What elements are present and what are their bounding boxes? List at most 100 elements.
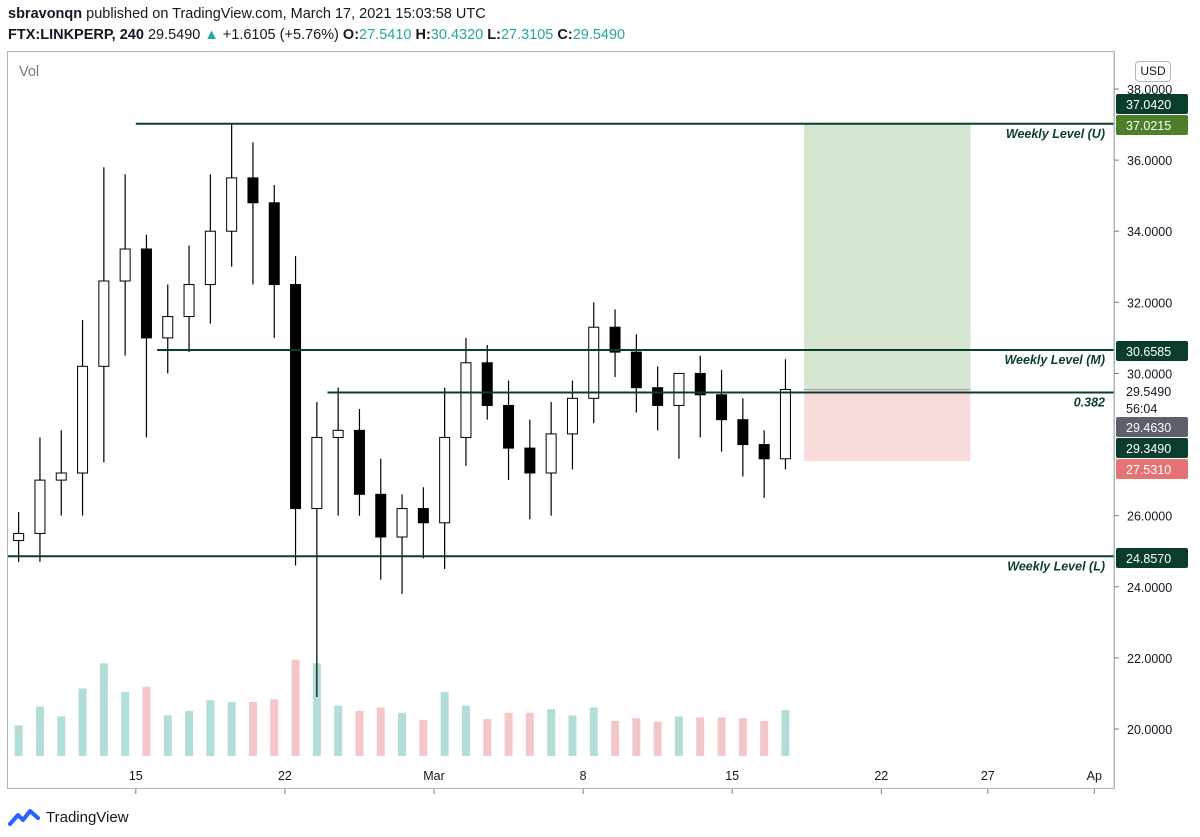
low-value: 27.3105 — [500, 27, 554, 43]
price-tick-label: 22.0000 — [1127, 652, 1172, 666]
candle-body — [460, 362, 472, 438]
volume-bar — [376, 707, 385, 756]
volume-bar — [185, 711, 194, 756]
currency-button[interactable]: USD — [1135, 61, 1171, 82]
volume-bar — [270, 699, 279, 756]
volume-bar — [78, 688, 87, 756]
author-name[interactable]: sbravonqn — [8, 6, 83, 22]
price-tag-box — [1116, 548, 1188, 568]
candle-body — [609, 326, 621, 353]
volume-bar — [632, 718, 641, 756]
candle-body — [545, 433, 557, 474]
candle-body — [353, 429, 365, 495]
level-labels: Weekly Level (U) Weekly Level (M) 0.382 Wee… — [1004, 127, 1105, 574]
candle-body — [98, 280, 110, 367]
candle-body — [13, 532, 25, 542]
take-profit-zone[interactable] — [804, 123, 971, 390]
volume-bar — [440, 692, 449, 756]
candle-body — [439, 436, 451, 524]
position-zones — [804, 123, 971, 462]
price-change: +1.6105 (+5.76%) — [222, 27, 339, 43]
symbol-name[interactable]: FTX:LINKPERP, 240 — [8, 27, 144, 43]
price-tick-label: 36.0000 — [1127, 154, 1172, 168]
price-tick-label: 24.0000 — [1127, 581, 1172, 595]
volume-bars — [14, 659, 790, 756]
volume-bar — [99, 663, 108, 756]
volume-bar — [717, 717, 726, 756]
volume-bar — [248, 702, 257, 756]
volume-bar — [355, 711, 364, 756]
price-tick-label: 20.0000 — [1127, 723, 1172, 737]
level-label-upper: Weekly Level (U) — [1006, 127, 1105, 141]
candle-body — [417, 508, 429, 524]
candle-body — [375, 493, 387, 538]
candle-body — [247, 177, 259, 204]
symbol-legend: FTX:LINKPERP, 240 29.5490 ▲ +1.6105 (+5.… — [8, 27, 625, 43]
stop-loss-zone[interactable] — [804, 389, 971, 462]
price-axis: 38.0000 36.0000 34.0000 32.0000 30.0000 26.00… — [1113, 52, 1188, 789]
level-label-fib: 0.382 — [1074, 396, 1105, 410]
time-tick-label: 22 — [278, 769, 292, 783]
candle-body — [290, 284, 302, 510]
price-tag-box — [1116, 341, 1188, 361]
volume-bar — [121, 692, 130, 756]
brand-name: TradingView — [46, 808, 129, 826]
price-tag-box — [1116, 94, 1188, 114]
candle-body — [140, 248, 152, 339]
last-price: 29.5490 — [147, 27, 201, 43]
candle-body — [758, 444, 770, 460]
volume-bar — [291, 659, 300, 756]
price-tag-label: 29.3490 — [1126, 442, 1171, 456]
volume-bar — [398, 712, 407, 756]
candle-body — [737, 419, 749, 446]
close-label: C: — [557, 27, 573, 43]
candle-body — [226, 177, 238, 232]
price-tag-box — [1116, 459, 1188, 479]
candle-body — [503, 404, 515, 449]
candle-body — [311, 436, 323, 510]
low-label: L: — [487, 27, 501, 43]
candle-body — [716, 394, 728, 421]
volume-bar — [547, 709, 556, 756]
level-label-middle: Weekly Level (M) — [1004, 353, 1105, 367]
candle-body — [34, 479, 46, 534]
open-label: O: — [342, 27, 360, 43]
price-tag-label: 37.0420 — [1126, 98, 1171, 112]
candle-body — [630, 351, 642, 389]
volume-bar — [525, 712, 534, 756]
candle-body — [779, 388, 791, 460]
volume-bar — [781, 710, 790, 756]
volume-bar — [653, 721, 662, 756]
candle-body — [481, 362, 493, 406]
candle-body — [694, 372, 706, 396]
publish-info: sbravonqn published on TradingView.com, … — [8, 6, 486, 22]
high-value: 30.4320 — [430, 27, 484, 43]
time-tick-label: 27 — [981, 769, 995, 783]
volume-bar — [142, 686, 151, 756]
candle-body — [524, 447, 536, 474]
candle-body — [268, 202, 280, 286]
tradingview-logo[interactable]: TradingView — [8, 806, 129, 828]
candle-body — [183, 284, 195, 318]
price-tick-label: 38.0000 — [1127, 83, 1172, 97]
price-tag-label: 37.0215 — [1126, 119, 1171, 133]
volume-label: Vol — [19, 64, 40, 80]
time-tick-label: 8 — [580, 769, 587, 783]
price-tag-label: 27.5310 — [1126, 463, 1171, 477]
volume-bar — [35, 706, 44, 756]
price-tag-label: 56:04 — [1126, 402, 1157, 416]
volume-bar — [206, 700, 215, 756]
price-tag-box — [1116, 417, 1188, 437]
volume-bar — [611, 720, 620, 756]
candle-body — [119, 248, 131, 282]
volume-bar — [696, 717, 705, 756]
price-tag-label: 30.6585 — [1126, 345, 1171, 359]
published-text: published on TradingView.com, March 17, … — [86, 6, 486, 22]
time-tick-label: 15 — [129, 769, 143, 783]
tradingview-logo-icon — [8, 809, 40, 826]
volume-bar — [14, 725, 23, 756]
volume-bar — [504, 712, 513, 756]
volume-bar — [760, 720, 769, 756]
volume-bar — [419, 720, 428, 756]
